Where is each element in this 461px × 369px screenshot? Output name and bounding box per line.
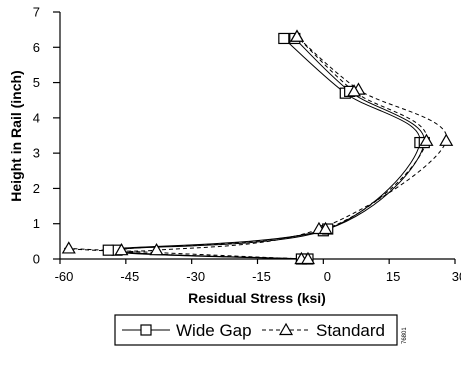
series-line-wide-gap bbox=[116, 38, 421, 260]
data-point-triangle bbox=[149, 242, 164, 256]
legend-label: Wide Gap bbox=[176, 321, 252, 340]
y-tick-label: 7 bbox=[33, 5, 40, 20]
x-axis-label: Residual Stress (ksi) bbox=[188, 290, 326, 306]
y-tick-label: 6 bbox=[33, 40, 40, 55]
data-point-triangle bbox=[419, 133, 434, 146]
series-line-standard bbox=[120, 36, 427, 260]
legend-marker-square bbox=[140, 324, 152, 336]
x-tick-label: -15 bbox=[252, 269, 271, 284]
legend-marker-triangle bbox=[278, 322, 294, 336]
data-point-triangle bbox=[439, 133, 454, 146]
data-point-triangle bbox=[300, 251, 316, 265]
figure-id: 76801 bbox=[402, 327, 408, 344]
legend-label: Standard bbox=[316, 321, 385, 340]
data-point-square bbox=[102, 244, 114, 256]
y-tick-label: 0 bbox=[33, 252, 40, 267]
y-tick-label: 3 bbox=[33, 146, 40, 161]
data-point-triangle bbox=[318, 221, 333, 235]
data-point-triangle bbox=[114, 242, 129, 256]
y-tick-label: 1 bbox=[33, 216, 40, 231]
y-tick-label: 5 bbox=[33, 75, 40, 90]
x-tick-label: -60 bbox=[55, 269, 74, 284]
series-line-standard bbox=[63, 36, 447, 260]
x-tick-label: -30 bbox=[186, 269, 205, 284]
series-line-wide-gap bbox=[107, 38, 425, 260]
y-tick-label: 2 bbox=[33, 181, 40, 196]
x-tick-label: 30 bbox=[452, 269, 461, 284]
x-tick-label: 0 bbox=[324, 269, 331, 284]
y-axis-label: Height in Rail (inch) bbox=[8, 70, 24, 201]
y-tick-label: 4 bbox=[33, 110, 40, 125]
x-tick-label: -45 bbox=[120, 269, 139, 284]
data-point-square bbox=[278, 32, 290, 45]
data-point-triangle bbox=[61, 241, 76, 254]
data-point-triangle bbox=[289, 29, 305, 42]
data-point-triangle bbox=[347, 84, 362, 97]
x-tick-label: 15 bbox=[386, 269, 400, 284]
